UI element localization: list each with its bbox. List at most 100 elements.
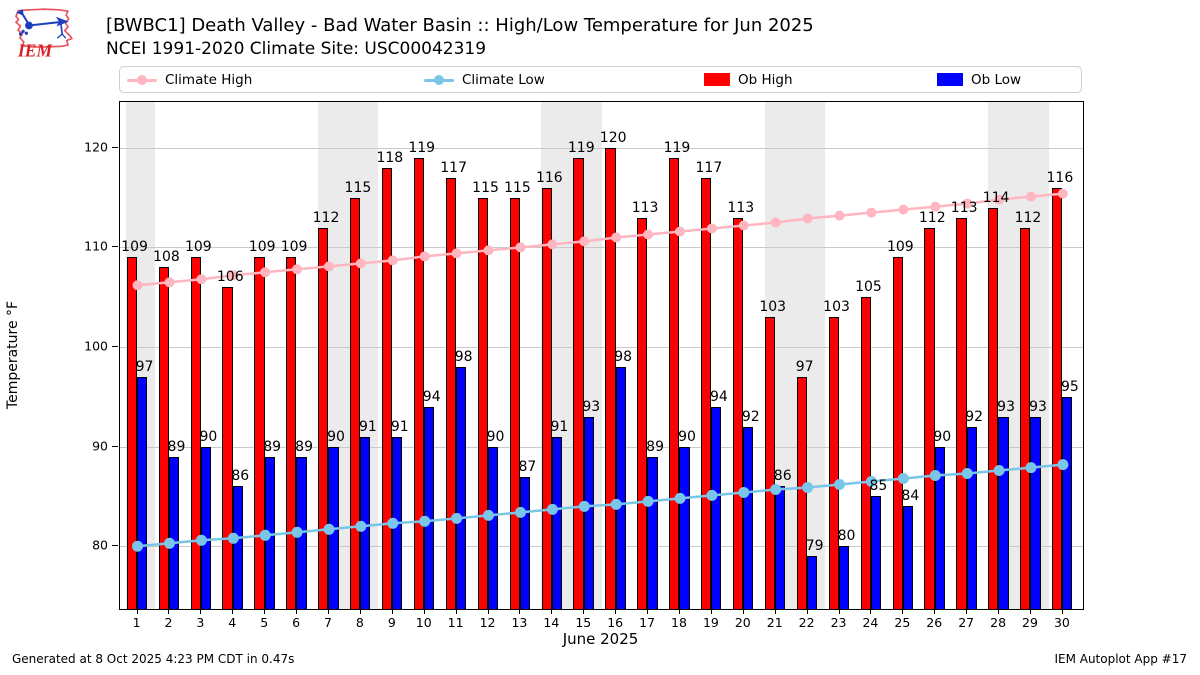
y-tick-label: 80: [92, 537, 108, 553]
x-tick-label: 4: [228, 615, 237, 630]
x-tick: [615, 609, 617, 614]
ob-low-bar: [1062, 396, 1073, 609]
ob-high-bar: [1020, 227, 1031, 609]
ob-high-bar: [318, 227, 329, 609]
x-tick-label: 6: [292, 615, 301, 630]
x-tick: [902, 609, 904, 614]
ob-low-bar: [200, 446, 211, 609]
x-tick: [391, 609, 393, 614]
ob-low-label: 91: [358, 418, 377, 435]
iem-logo: IEM: [9, 4, 75, 61]
ob-low-label: 93: [1029, 398, 1047, 415]
ob-high-label: 109: [280, 239, 308, 256]
legend-item-label: Ob High: [738, 71, 793, 88]
climate-low-line: [132, 459, 1069, 552]
ob-high-bar: [637, 217, 648, 609]
ob-low-bar: [934, 446, 945, 609]
ob-high-bar: [988, 207, 999, 609]
ob-high-bar: [669, 157, 680, 609]
x-tick-label: 7: [324, 615, 332, 630]
y-axis-label: Temperature °F: [5, 300, 21, 410]
x-tick: [328, 609, 329, 614]
ob-low-label: 85: [869, 478, 888, 495]
ob-high-label: 113: [631, 199, 659, 216]
x-tick: [934, 609, 936, 614]
ob-low-label: 79: [805, 538, 824, 555]
ob-high-bar: [413, 157, 425, 609]
x-tick-label: 8: [355, 615, 364, 630]
ob-high-label: 112: [918, 209, 946, 226]
ob-high-label: 109: [121, 239, 148, 256]
ob-high-label: 119: [567, 139, 595, 156]
y-tick-label: 90: [92, 438, 108, 454]
ob-high-bar: [764, 317, 776, 609]
x-tick: [487, 609, 489, 614]
x-tick-label: 11: [447, 615, 464, 630]
x-tick-label: 15: [575, 615, 592, 630]
ob-low-label: 91: [550, 418, 569, 435]
legend-item-ob-low: Ob Low: [937, 67, 1021, 92]
ob-low-bar: [487, 446, 499, 609]
ob-low-bar: [455, 366, 467, 609]
x-tick-label: 23: [830, 615, 847, 630]
ob-high-label: 106: [216, 269, 244, 286]
ob-low-label: 98: [454, 348, 473, 365]
ob-high-label: 109: [886, 239, 914, 256]
ob-high-label: 115: [344, 179, 372, 196]
x-tick-label: 1: [132, 615, 141, 630]
gridline: [120, 446, 1083, 448]
x-tick-label: 3: [196, 615, 205, 630]
ob-high-label: 97: [795, 358, 814, 375]
ob-high-label: 103: [759, 299, 787, 316]
ob-low-bar: [838, 546, 850, 609]
x-tick: [1061, 609, 1063, 614]
ob-low-bar: [711, 406, 722, 609]
x-tick-label: 25: [894, 615, 911, 630]
x-axis-label: June 2025: [562, 630, 639, 648]
gridline: [120, 147, 1083, 149]
x-tick-label: 22: [798, 615, 815, 630]
ob-high-label: 113: [950, 199, 978, 216]
ob-low-bar: [615, 366, 626, 609]
x-tick: [710, 609, 712, 614]
ob-high-bar: [286, 257, 297, 609]
ob-high-label: 108: [153, 249, 180, 266]
y-tick-label: 100: [84, 338, 108, 354]
ob-low-label: 97: [135, 358, 154, 375]
chart-title: [BWBC1] Death Valley - Bad Water Basin :…: [106, 15, 814, 36]
ob-high-label: 115: [472, 179, 499, 196]
climate-lines: [132, 188, 1069, 552]
ob-low-label: 90: [486, 428, 505, 445]
legend-item-label: Climate High: [165, 71, 253, 88]
x-tick-label: 13: [511, 615, 528, 630]
x-tick: [998, 609, 1000, 614]
x-tick: [583, 609, 585, 614]
x-tick-label: 24: [862, 615, 879, 630]
x-tick: [551, 609, 553, 614]
ob-low-label: 84: [901, 488, 920, 505]
weather-vane-icon: [16, 9, 69, 39]
legend-item-label: Climate Low: [462, 71, 545, 88]
plot-area: 109 97 108 89 109 90 106 86 109 89 109 89 112 90 115 91…: [119, 101, 1084, 610]
ob-low-label: 93: [997, 398, 1015, 415]
ob-high-bar: [126, 257, 137, 609]
x-tick-label: 5: [260, 615, 269, 630]
ob-low-label: 94: [709, 388, 728, 405]
ob-low-label: 93: [582, 398, 601, 415]
footer-app-text: IEM Autoplot App #17: [1054, 652, 1187, 666]
ob-low-label: 80: [837, 528, 856, 545]
ob-low-label: 89: [295, 438, 313, 455]
y-tick: [112, 545, 118, 547]
ob-low-label: 86: [773, 468, 792, 485]
ob-high-bar: [732, 217, 744, 609]
legend-item-climate-high: Climate High: [127, 67, 252, 92]
x-tick: [359, 609, 361, 614]
legend-patch-swatch: [704, 73, 730, 86]
x-tick: [519, 609, 521, 614]
legend-item-climate-low: Climate Low: [424, 67, 545, 92]
ob-low-bar: [424, 406, 435, 609]
x-tick-label: 27: [958, 615, 975, 630]
ob-high-bar: [477, 197, 488, 609]
ob-low-bar: [551, 436, 562, 609]
ob-high-label: 112: [312, 209, 340, 226]
